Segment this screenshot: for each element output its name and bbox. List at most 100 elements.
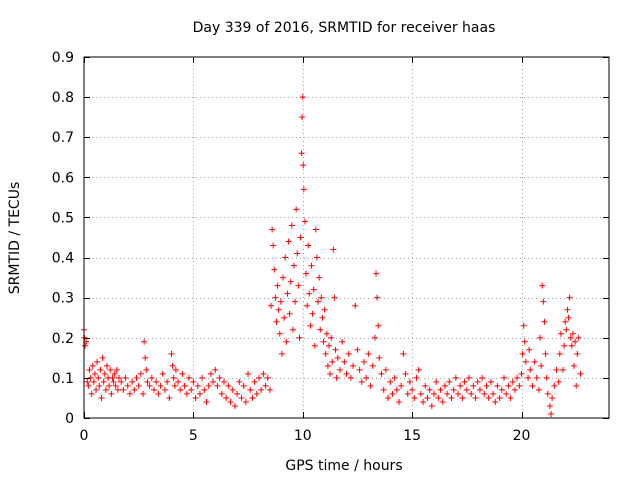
data-point (181, 382, 188, 389)
data-point (572, 338, 579, 345)
data-point (531, 358, 538, 365)
data-point (526, 346, 533, 353)
data-point (516, 382, 523, 389)
data-point (521, 338, 528, 345)
data-point (122, 374, 129, 381)
data-point (503, 390, 510, 397)
data-point (546, 402, 553, 409)
data-point (284, 290, 291, 297)
data-point (479, 374, 486, 381)
data-point (409, 386, 416, 393)
data-point (459, 394, 466, 401)
data-point (161, 386, 168, 393)
data-point (317, 326, 324, 333)
data-point (422, 382, 429, 389)
data-point (299, 94, 306, 101)
data-point (555, 378, 562, 385)
data-point (133, 374, 140, 381)
data-point (126, 390, 133, 397)
data-point (448, 394, 455, 401)
data-point (522, 358, 529, 365)
data-point (112, 382, 119, 389)
data-point (96, 382, 103, 389)
data-point (258, 386, 265, 393)
data-point (86, 366, 93, 373)
data-point (365, 350, 372, 357)
data-point (380, 386, 387, 393)
data-point (305, 242, 312, 249)
data-point (108, 390, 115, 397)
data-point (229, 386, 236, 393)
data-point (272, 294, 279, 301)
data-point (474, 378, 481, 385)
data-point (324, 362, 331, 369)
data-point (378, 370, 385, 377)
data-point (274, 282, 281, 289)
data-point (564, 306, 571, 313)
data-point (347, 374, 354, 381)
data-point (435, 394, 442, 401)
data-point (286, 310, 293, 317)
data-point (485, 394, 492, 401)
data-point (568, 342, 575, 349)
data-point (371, 334, 378, 341)
data-point (205, 382, 212, 389)
data-point (249, 394, 256, 401)
data-point (511, 386, 518, 393)
data-point (203, 398, 210, 405)
data-point (231, 402, 238, 409)
data-point (296, 334, 303, 341)
data-point (212, 366, 219, 373)
data-point (332, 346, 339, 353)
data-point (358, 378, 365, 385)
data-point (575, 334, 582, 341)
data-point (140, 390, 147, 397)
data-point (539, 282, 546, 289)
data-point (322, 350, 329, 357)
data-point (285, 238, 292, 245)
data-point (101, 370, 108, 377)
data-point (183, 390, 190, 397)
data-point (548, 410, 555, 417)
data-point (525, 374, 532, 381)
data-point (151, 386, 157, 393)
data-point (560, 366, 567, 373)
data-point (574, 350, 581, 357)
data-point (293, 206, 300, 213)
data-point (269, 226, 276, 233)
data-point (549, 394, 556, 401)
data-point (300, 162, 307, 169)
data-point (376, 354, 383, 361)
data-point (536, 386, 542, 393)
data-point (542, 350, 549, 357)
data-point (350, 362, 357, 369)
data-point (262, 382, 269, 389)
data-point (93, 386, 100, 393)
data-point (175, 378, 182, 385)
y-tick-label: 0.3 (52, 291, 74, 307)
data-point (352, 302, 359, 309)
data-point (116, 374, 122, 381)
x-tick-label: 0 (80, 428, 89, 444)
data-point (345, 350, 352, 357)
data-point (253, 390, 260, 397)
data-point (463, 386, 470, 393)
data-point (271, 266, 278, 273)
data-point (298, 150, 305, 157)
data-point (327, 370, 334, 377)
data-point (329, 358, 336, 365)
data-point (483, 382, 490, 389)
data-point (330, 246, 337, 253)
data-point (334, 354, 341, 361)
data-point (341, 358, 348, 365)
data-point (476, 386, 483, 393)
data-point (309, 310, 316, 317)
data-point (137, 370, 144, 377)
y-tick-label: 0 (65, 411, 74, 427)
data-point (97, 366, 104, 373)
data-point (490, 390, 497, 397)
data-point (318, 294, 325, 301)
data-point (320, 338, 327, 345)
data-point (487, 378, 494, 385)
